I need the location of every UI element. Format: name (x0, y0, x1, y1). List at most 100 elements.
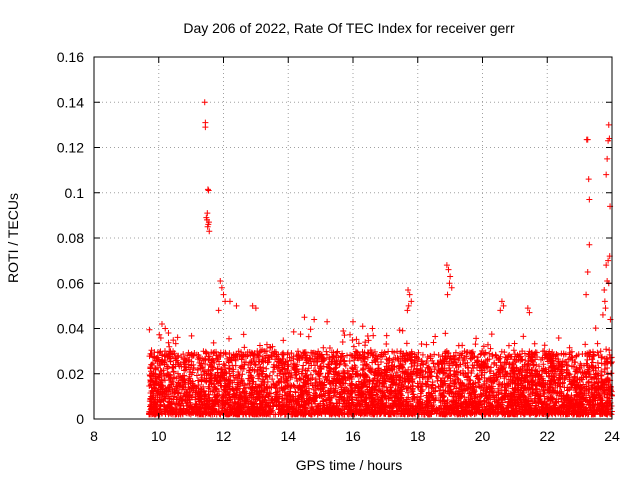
data-point (248, 360, 255, 367)
data-point (537, 392, 544, 399)
data-point (370, 332, 377, 339)
data-point (446, 355, 453, 362)
data-point (259, 353, 266, 360)
data-point (346, 357, 353, 364)
data-point (295, 352, 302, 359)
data-point (452, 378, 459, 385)
data-point (521, 361, 528, 368)
data-point (391, 388, 398, 395)
data-point (392, 393, 399, 400)
data-point (321, 392, 328, 399)
data-point (172, 340, 179, 347)
data-point (583, 404, 590, 411)
data-point (541, 342, 548, 349)
data-point (175, 361, 182, 368)
data-points (146, 99, 615, 418)
data-point (543, 351, 550, 358)
data-point (208, 398, 215, 405)
data-point (321, 355, 328, 362)
data-point (162, 406, 169, 413)
data-point (430, 339, 437, 346)
data-point (569, 354, 576, 361)
data-point (488, 331, 495, 338)
data-point (184, 352, 191, 359)
data-point (535, 399, 542, 406)
data-point (156, 331, 163, 338)
data-point (428, 405, 435, 412)
data-point (489, 385, 496, 392)
data-point (482, 349, 489, 356)
data-point (516, 371, 523, 378)
data-point (348, 375, 355, 382)
data-point (298, 370, 305, 377)
data-point (337, 391, 344, 398)
data-point (241, 389, 248, 396)
data-point (581, 362, 588, 369)
data-point (203, 378, 210, 385)
data-point (439, 364, 446, 371)
data-point (510, 374, 517, 381)
data-point (477, 383, 484, 390)
data-point (195, 377, 202, 384)
data-point (509, 379, 516, 386)
data-point (540, 361, 547, 368)
data-point (592, 325, 599, 332)
data-point (587, 406, 594, 413)
data-point (366, 378, 373, 385)
data-point (157, 362, 164, 369)
data-point (489, 353, 496, 360)
data-point (409, 382, 416, 389)
data-point (493, 362, 500, 369)
data-point (210, 339, 217, 346)
data-point (450, 399, 457, 406)
data-point (576, 376, 583, 383)
data-point (471, 353, 478, 360)
data-point (594, 349, 601, 356)
data-point (394, 354, 401, 361)
data-point (227, 385, 234, 392)
data-point (251, 361, 258, 368)
data-point (555, 407, 562, 414)
data-point (280, 385, 287, 392)
data-point (583, 383, 590, 390)
data-point (583, 373, 590, 380)
data-point (460, 406, 467, 413)
data-point (159, 396, 166, 403)
data-point (414, 369, 421, 376)
data-point (266, 390, 273, 397)
data-point (205, 368, 212, 375)
data-point (170, 348, 177, 355)
data-point (178, 354, 185, 361)
data-point (289, 393, 296, 400)
data-point (386, 388, 393, 395)
data-point (604, 371, 611, 378)
data-point (300, 349, 307, 356)
data-point (549, 349, 556, 356)
data-point (522, 357, 529, 364)
data-point (287, 374, 294, 381)
data-point (198, 399, 205, 406)
data-point (231, 377, 238, 384)
data-point (351, 351, 358, 358)
data-point (229, 362, 236, 369)
data-point (487, 407, 494, 414)
data-point (173, 383, 180, 390)
data-point (398, 392, 405, 399)
data-point (416, 398, 423, 405)
data-point (434, 406, 441, 413)
data-point (276, 401, 283, 408)
data-point (339, 350, 346, 357)
data-point (375, 366, 382, 373)
data-point (219, 402, 226, 409)
data-point (506, 361, 513, 368)
data-point (536, 388, 543, 395)
data-point (552, 399, 559, 406)
data-point (501, 359, 508, 366)
data-point (408, 363, 415, 370)
data-point (278, 360, 285, 367)
data-point (518, 356, 525, 363)
data-point (558, 396, 565, 403)
data-point (595, 394, 602, 401)
data-point (588, 363, 595, 370)
data-point (268, 351, 275, 358)
